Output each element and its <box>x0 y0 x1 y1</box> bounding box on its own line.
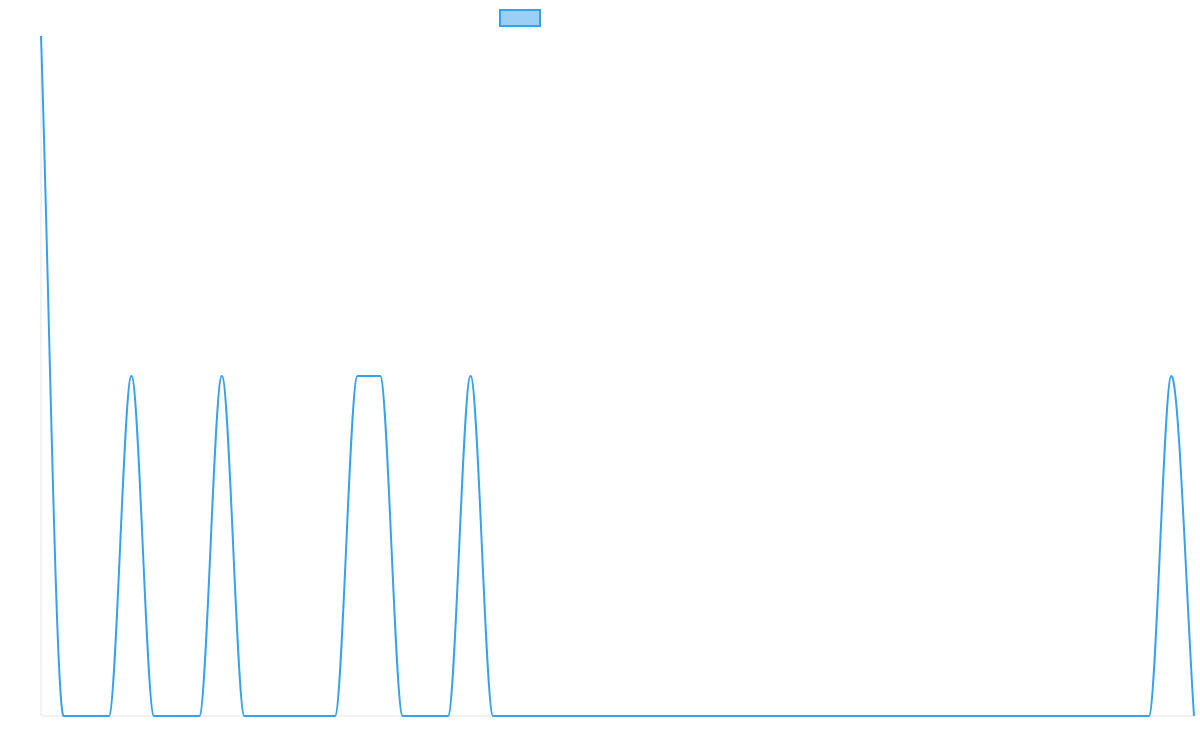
series-line-0[interactable] <box>40 35 1195 717</box>
legend[interactable] <box>499 9 541 27</box>
series-group <box>40 35 1195 717</box>
legend-swatch[interactable] <box>499 9 541 27</box>
